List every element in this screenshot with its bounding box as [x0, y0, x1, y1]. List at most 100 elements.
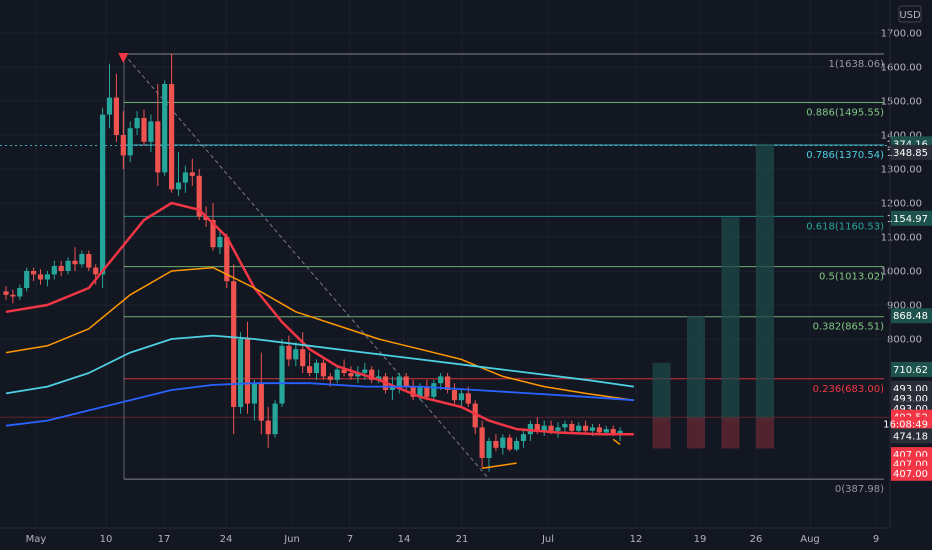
- moving-averages: [5, 201, 635, 436]
- fib-level-label: 0(387.98): [835, 484, 884, 495]
- candle-body: [610, 429, 616, 435]
- candle-body: [24, 271, 30, 288]
- price-tag: [891, 428, 932, 444]
- candle-body: [438, 376, 444, 384]
- candle-body: [72, 260, 78, 265]
- time-tick-label: 9: [873, 534, 879, 545]
- candle-body: [182, 172, 188, 183]
- candle-body: [141, 118, 147, 142]
- candle-body: [279, 345, 285, 404]
- candle-body: [362, 369, 368, 373]
- moving-average-line: [5, 334, 635, 395]
- projection-stop-bar: [756, 417, 774, 449]
- candle-body: [169, 84, 175, 190]
- candle-body: [569, 424, 575, 431]
- candle-body: [162, 84, 168, 173]
- price-tick-label: 1400.00: [881, 131, 922, 142]
- candle-body: [265, 420, 271, 435]
- candle-body: [617, 430, 623, 435]
- time-tick-label: 17: [158, 534, 171, 545]
- candle-body: [451, 390, 458, 401]
- candle-body: [148, 121, 154, 142]
- swing-low-line: [481, 462, 517, 469]
- fib-level-label: 0.5(1013.02): [819, 272, 884, 283]
- candle-body: [596, 427, 602, 433]
- candle-body: [376, 376, 382, 380]
- candle-body: [244, 339, 251, 404]
- price-tag-label: 1154.97: [887, 214, 928, 225]
- price-tick-label: 1200.00: [881, 199, 922, 210]
- time-tick-label: Aug: [800, 534, 820, 545]
- candle-body: [113, 97, 119, 135]
- candle-body: [31, 271, 37, 275]
- projection-bars: [652, 143, 774, 449]
- candle-body: [403, 376, 409, 387]
- candle-body: [134, 118, 140, 129]
- price-tick-label: 1000.00: [881, 267, 922, 278]
- candle-body: [17, 288, 23, 297]
- candle-body: [210, 220, 216, 248]
- candle-body: [58, 265, 64, 271]
- projection-target-bar: [652, 362, 671, 421]
- price-tag-label: 1348.85: [887, 148, 928, 159]
- candle-body: [79, 254, 85, 265]
- candle-body: [348, 373, 354, 377]
- candle-body: [313, 362, 320, 373]
- fib-level-label: 0.382(865.51): [813, 322, 885, 333]
- time-tick-label: 21: [456, 534, 469, 545]
- price-tag: [891, 308, 932, 324]
- fib-level-label: 1(1638.06): [828, 59, 884, 70]
- candle-body: [583, 425, 589, 431]
- candle-body: [389, 386, 395, 390]
- time-axis-background: [0, 528, 932, 550]
- time-axis[interactable]: May 10 17 24 Jun 7 14 21 Jul 12 19 26 Aug 9: [26, 534, 880, 545]
- price-tag: [891, 144, 932, 160]
- price-tick-label: 1500.00: [881, 97, 922, 108]
- candle-body: [472, 403, 478, 428]
- swing-low-line: [612, 438, 621, 446]
- fib-level-label: 0.618(1160.53): [806, 221, 884, 232]
- candle-body: [493, 441, 499, 448]
- candle-body: [175, 182, 182, 190]
- candle-body: [37, 274, 44, 280]
- overlay-drawings: [118, 53, 621, 469]
- price-tag: [891, 416, 932, 432]
- price-tag: [891, 361, 932, 377]
- price-tag-label: 710.62: [893, 365, 928, 376]
- candle-body: [562, 424, 568, 428]
- candle-body: [3, 291, 9, 295]
- moving-average-line: [5, 382, 634, 427]
- price-axis[interactable]: 1700.00 1600.00 1500.00 1400.00 1300.00 1200.…: [881, 29, 922, 346]
- price-tick-label: 1700.00: [881, 29, 922, 40]
- candle-body: [534, 424, 540, 431]
- candle-body: [396, 376, 402, 387]
- currency-badge-frame: [898, 5, 922, 23]
- time-tick-label: 26: [750, 534, 763, 545]
- price-tag-label: 493.00: [893, 384, 928, 395]
- price-tag-label: 1374.16: [887, 139, 928, 150]
- moving-average-line: [5, 201, 634, 436]
- candle-body: [155, 121, 161, 173]
- projection-stop-bar: [687, 417, 705, 449]
- price-tag-label: 493.00: [893, 394, 928, 405]
- candle-body: [327, 376, 333, 380]
- candle-body: [51, 265, 57, 275]
- projection-target-bar: [721, 217, 740, 421]
- fib-level-label: 0.236(683.00): [813, 384, 885, 395]
- price-tag-label: 474.18: [893, 431, 928, 442]
- price-tick-label: 1300.00: [881, 165, 922, 176]
- currency-badge[interactable]: USD: [898, 5, 922, 23]
- price-tag-label: 407.00: [893, 450, 928, 461]
- fib-level-label: 0.786(1370.54): [806, 150, 884, 161]
- candle-body: [106, 97, 113, 115]
- candle-body: [10, 294, 16, 297]
- candle-body: [576, 425, 582, 431]
- candle-body: [541, 425, 547, 431]
- candle-body: [86, 254, 92, 268]
- candle-body: [272, 403, 278, 435]
- price-tag-label: 16:08:49: [883, 420, 928, 431]
- candle-body: [548, 425, 554, 431]
- projection-stop-bar: [652, 417, 671, 449]
